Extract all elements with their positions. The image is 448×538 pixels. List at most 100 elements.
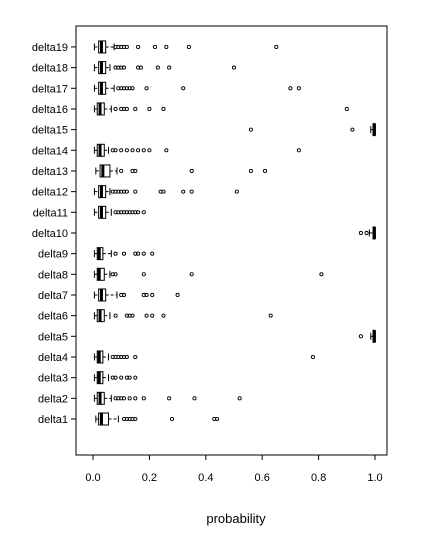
y-tick-label: delta16 — [32, 104, 68, 116]
outlier-point — [274, 44, 279, 49]
box-delta3 — [93, 371, 138, 385]
y-tick-label: delta19 — [32, 42, 68, 54]
x-axis-title: probability — [206, 511, 266, 526]
x-tick-label: 0.8 — [311, 472, 326, 484]
outlier-point — [319, 272, 324, 277]
outlier-point — [119, 148, 124, 153]
outlier-point — [144, 292, 149, 298]
outlier-point — [141, 251, 146, 256]
box-iqr — [99, 164, 111, 178]
box-delta19 — [93, 40, 279, 54]
outlier-point — [350, 127, 355, 132]
outlier-point — [364, 230, 369, 236]
outlier-point — [150, 292, 155, 298]
outlier-point — [161, 313, 166, 318]
outlier-point — [231, 65, 237, 70]
outlier-point — [119, 375, 124, 380]
outlier-point — [133, 396, 138, 401]
outlier-point — [189, 272, 194, 277]
outlier-point — [181, 189, 186, 194]
outlier-point — [133, 375, 138, 380]
outlier-point — [310, 354, 316, 360]
y-tick-label: delta1 — [38, 414, 68, 426]
outlier-point — [150, 313, 155, 318]
outlier-point — [127, 396, 132, 401]
outlier-point — [130, 148, 135, 153]
box-delta2 — [93, 391, 242, 405]
outlier-point — [144, 313, 149, 318]
box-delta13 — [95, 164, 268, 178]
outlier-point — [268, 313, 273, 318]
outlier-point — [175, 292, 180, 298]
x-tick-label: 0.6 — [255, 472, 270, 484]
box-delta12 — [93, 185, 239, 199]
y-tick-label: delta15 — [32, 125, 68, 137]
y-tick-label: delta5 — [38, 331, 68, 343]
outlier-point — [121, 396, 127, 401]
outlier-point — [133, 416, 138, 422]
outlier-point — [113, 375, 118, 380]
outlier-point — [130, 313, 135, 318]
outlier-point — [124, 189, 129, 194]
y-tick-label: delta6 — [38, 311, 68, 323]
outlier-point — [136, 251, 141, 256]
outlier-point — [167, 65, 172, 70]
box-delta11 — [93, 205, 146, 219]
box-delta16 — [93, 102, 349, 116]
y-tick-label: delta13 — [32, 166, 68, 178]
outlier-point — [133, 106, 138, 111]
outlier-point — [136, 44, 141, 49]
y-tick-label: delta4 — [38, 352, 68, 364]
outlier-point — [262, 168, 268, 174]
outlier-point — [248, 127, 253, 132]
outlier-point — [119, 168, 124, 174]
y-tick-label: delta8 — [38, 269, 68, 281]
outlier-point — [124, 106, 129, 111]
outlier-point — [136, 210, 141, 215]
outlier-point — [169, 416, 175, 422]
y-tick-label: delta12 — [32, 187, 68, 199]
outlier-point — [152, 44, 158, 49]
x-tick-label: 0.4 — [198, 472, 213, 484]
y-tick-label: delta10 — [32, 228, 68, 240]
box-iqr — [96, 267, 105, 281]
plot-frame — [75, 25, 388, 456]
outlier-point — [121, 65, 127, 70]
outlier-point — [144, 86, 149, 91]
box-iqr — [98, 412, 110, 426]
outlier-point — [155, 65, 160, 70]
y-tick-label: delta2 — [38, 393, 68, 405]
x-tick-label: 0.0 — [85, 472, 100, 484]
outlier-point — [181, 86, 186, 91]
outlier-point — [164, 44, 169, 49]
outlier-point — [141, 396, 146, 401]
outlier-point — [164, 148, 169, 153]
outlier-point — [237, 396, 242, 401]
y-tick-label: delta11 — [33, 207, 68, 219]
y-axis: delta1 delta2 delta3 delta4 delta5 delta6 delt… — [32, 42, 76, 426]
box-delta1 — [95, 412, 220, 426]
outlier-point — [288, 86, 293, 91]
outlier-point — [113, 251, 118, 256]
outlier-point — [189, 168, 194, 174]
outlier-point — [189, 189, 194, 194]
box-delta18 — [93, 61, 237, 75]
outlier-point — [161, 106, 166, 111]
boxes-layer — [93, 40, 376, 426]
box-delta5 — [358, 329, 376, 343]
y-tick-label: delta17 — [32, 83, 68, 95]
outlier-point — [141, 272, 146, 277]
box-delta7 — [93, 288, 180, 302]
outlier-point — [121, 292, 127, 298]
x-tick-label: 1.0 — [367, 472, 382, 484]
outlier-point — [133, 354, 138, 360]
box-delta17 — [93, 81, 301, 95]
outlier-point — [133, 189, 138, 194]
outlier-point — [124, 44, 129, 49]
outlier-point — [167, 396, 172, 401]
outlier-point — [147, 148, 152, 153]
outlier-point — [130, 86, 135, 91]
outlier-point — [136, 148, 141, 153]
outlier-point — [113, 313, 118, 318]
